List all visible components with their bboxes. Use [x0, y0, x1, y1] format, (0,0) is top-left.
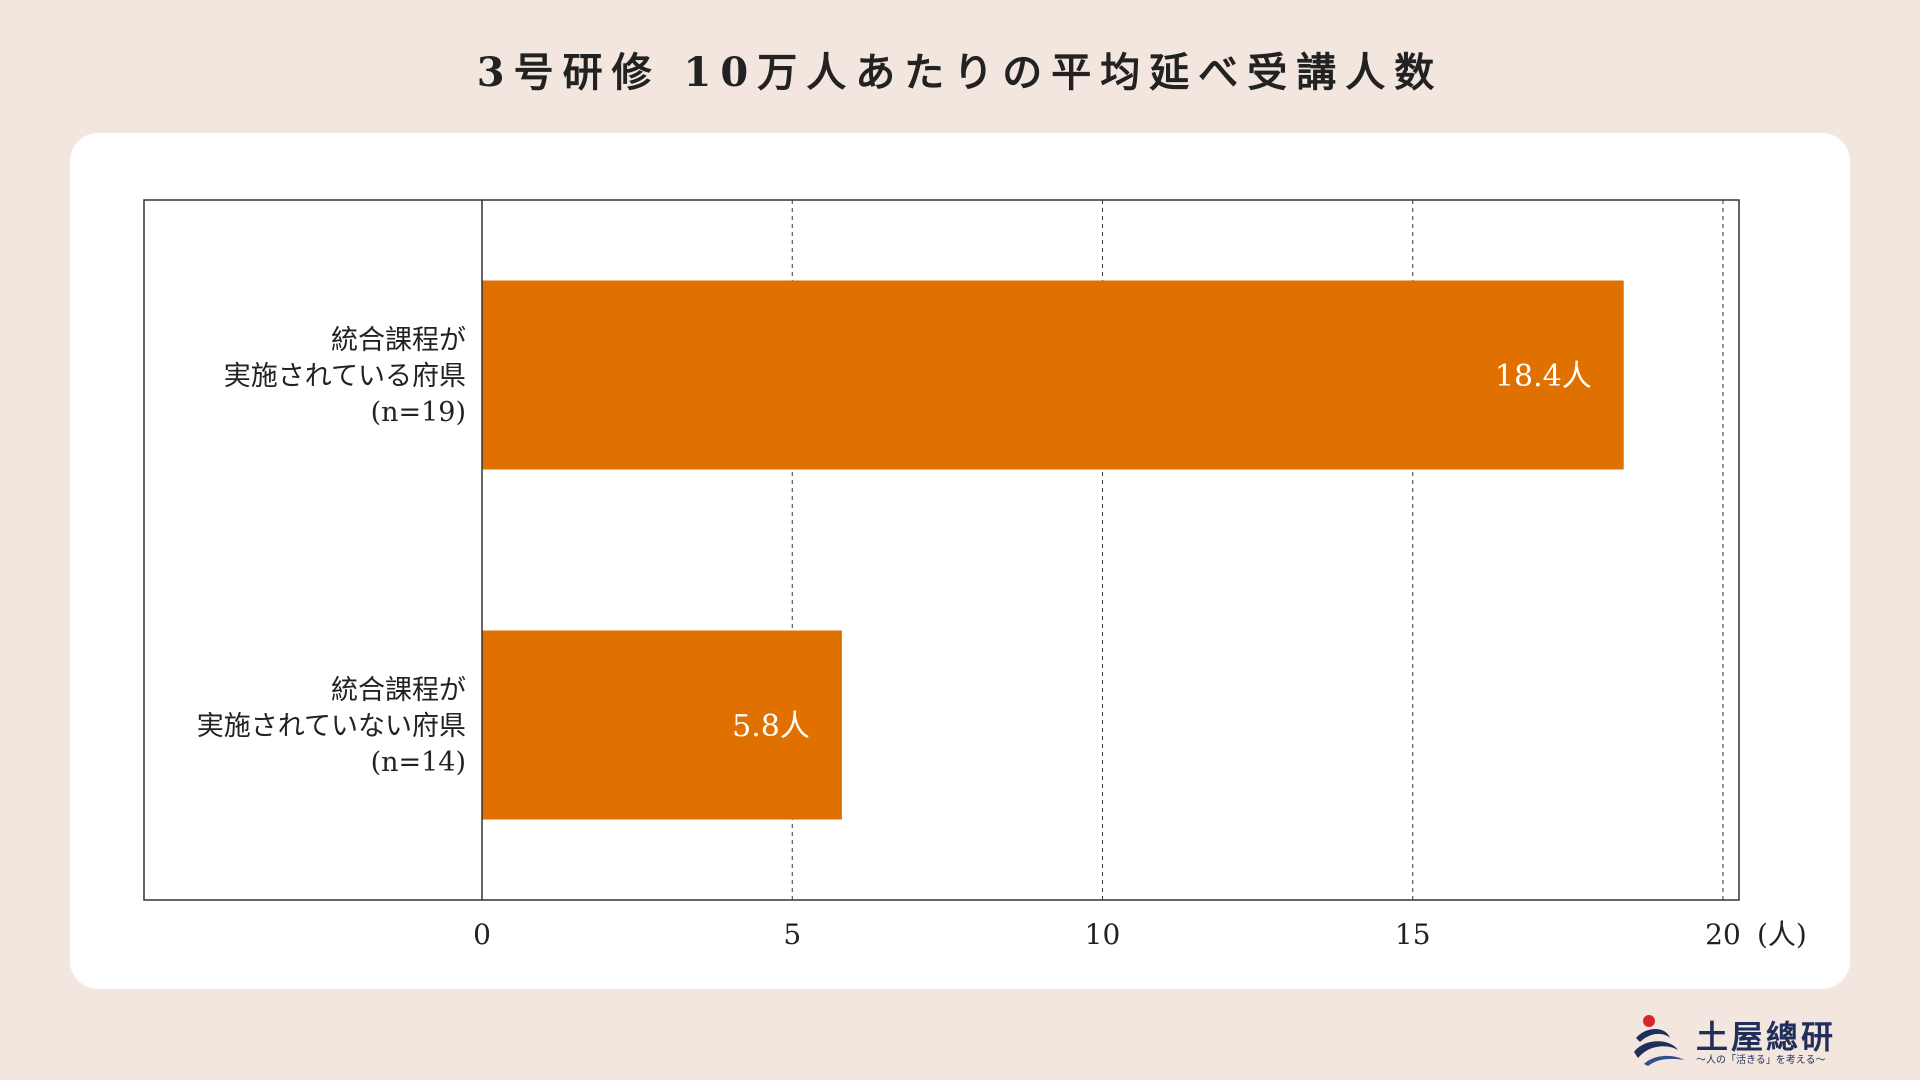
plot-frame — [143, 199, 1740, 901]
bar-value-label: 5.8人 — [732, 709, 810, 744]
bar — [482, 280, 1624, 470]
x-tick-label: 0 — [473, 918, 491, 951]
x-tick-label: 5 — [783, 918, 801, 951]
category-label-line: (n=19) — [371, 397, 466, 428]
category-label-line: 実施されている府県 — [224, 361, 466, 392]
category-label: 統合課程が実施されている府県 (n=19) — [224, 325, 466, 428]
category-label: 統合課程が実施されていない府県 (n=14) — [197, 675, 466, 778]
category-label-line: 実施されていない府県 — [197, 711, 466, 742]
bars: 18.4人 5.8人 — [482, 280, 1624, 820]
brand-logo: 土屋總研 〜人の「活きる」を考える〜 — [1630, 1008, 1880, 1068]
category-label-line: (n=14) — [371, 747, 466, 778]
bar-value-label: 18.4人 — [1495, 359, 1592, 394]
x-tick-label: 20 — [1705, 918, 1741, 951]
x-axis-ticks: 0 5 10 15 20 (人) — [473, 918, 1807, 951]
x-tick-label: 15 — [1395, 918, 1431, 951]
logo-name: 土屋總研 — [1696, 1018, 1837, 1056]
x-tick-label: 10 — [1085, 918, 1121, 951]
category-label-line: 統合課程が — [331, 675, 466, 706]
logo-tagline: 〜人の「活きる」を考える〜 — [1696, 1055, 1826, 1066]
chart-card — [70, 133, 1850, 989]
category-label-line: 統合課程が — [331, 325, 466, 356]
x-axis-unit: (人) — [1757, 918, 1807, 951]
category-labels: 統合課程が実施されている府県(n=19)統合課程が実施されていない府県(n=14… — [197, 325, 466, 778]
bar — [482, 630, 842, 820]
chart-title: 3号研修 10万人あたりの平均延べ受講人数 — [476, 49, 1444, 96]
logo-mark-icon — [1634, 1015, 1684, 1066]
